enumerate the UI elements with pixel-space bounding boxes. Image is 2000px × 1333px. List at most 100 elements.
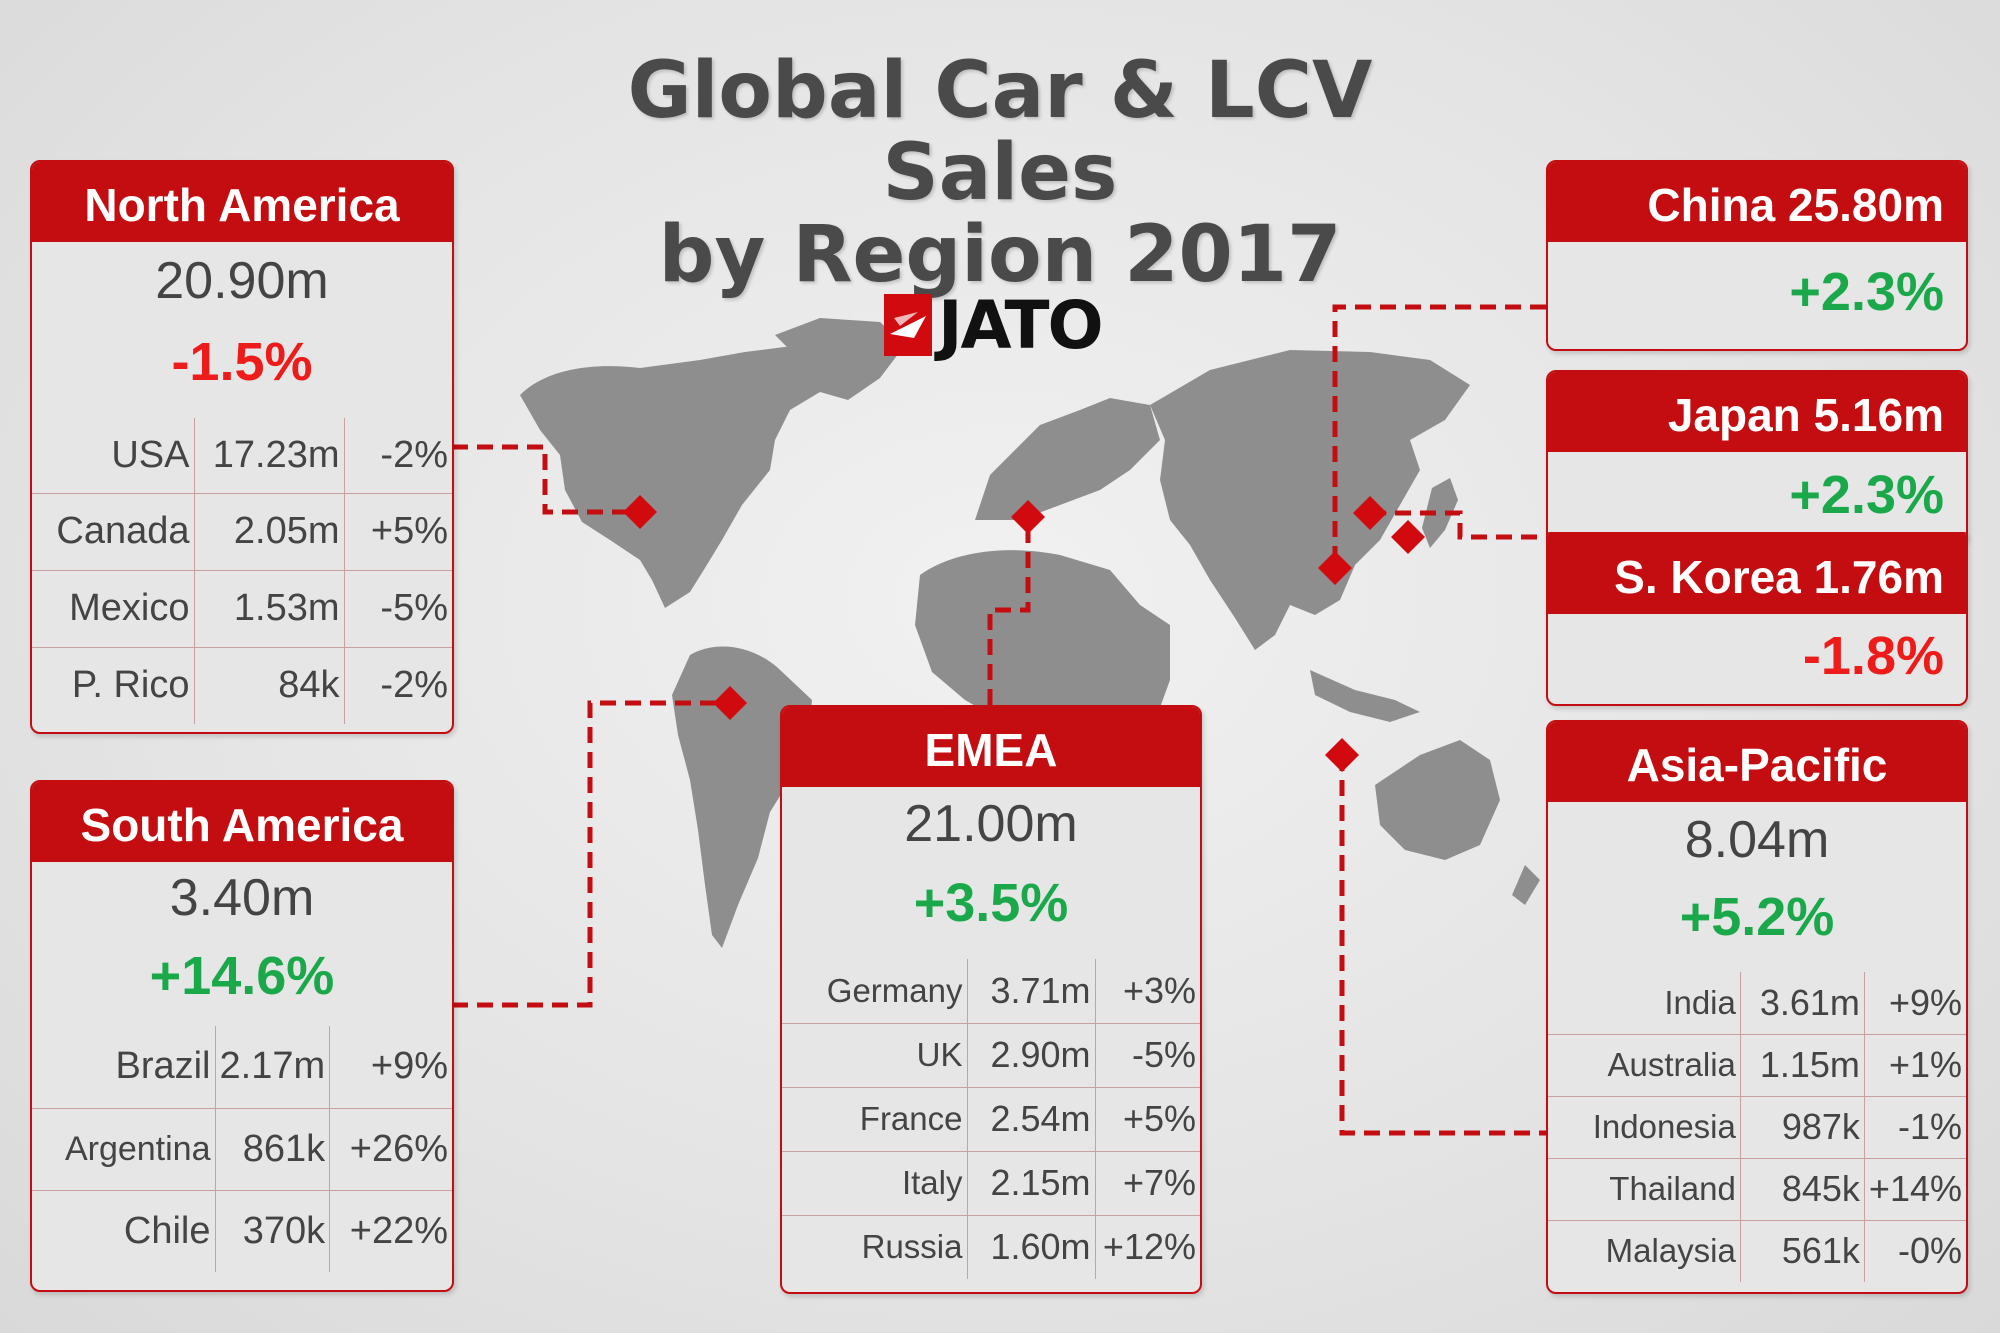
country-table: Germany 3.71m +3% UK 2.90m -5% France 2.54m +5… [782,959,1200,1279]
region-name: North America [32,162,452,242]
region-box-asia-pacific: Asia-Pacific 8.04m +5.2% India 3.61m +9% A… [1546,720,1968,1294]
table-row: Germany 3.71m +3% [782,959,1200,1023]
country-sales: 1.60m [966,1214,1095,1279]
table-row: France 2.54m +5% [782,1086,1200,1151]
map-japan [1422,478,1458,548]
country-name: Australia [1548,1033,1741,1096]
title-line-2: by Region 2017 [658,210,1342,300]
table-row: Chile 370k +22% [32,1189,452,1272]
map-new-zealand [1512,865,1540,905]
map-south-america [672,646,812,948]
region-box-japan: Japan 5.16m +2.3% [1546,370,1968,544]
region-box-south-america: South America 3.40m +14.6% Brazil 2.17m +9… [30,780,454,1292]
region-total: 25.80m [1787,179,1944,231]
country-change: +12% [1094,1214,1200,1279]
country-sales: 1.53m [193,569,344,647]
region-name: China [1647,179,1776,231]
connector-south-america [452,700,730,1008]
table-row: Thailand 845k +14% [1548,1157,1966,1220]
country-sales: 17.23m [193,418,344,493]
country-change: -0% [1863,1219,1966,1282]
region-change: -1.8% [1802,626,1944,686]
country-name: P. Rico [32,646,194,724]
country-sales: 987k [1739,1095,1865,1158]
region-change: +5.2% [1679,887,1835,947]
region-box-s-korea: S. Korea 1.76m -1.8% [1546,532,1968,706]
country-change: -5% [1094,1022,1200,1087]
country-change: -1% [1863,1095,1966,1158]
country-sales: 2.90m [966,1022,1095,1087]
country-change: +9% [1863,972,1966,1034]
table-row: Australia 1.15m +1% [1548,1033,1966,1096]
page-title: Global Car & LCV Sales by Region 2017 [500,50,1500,296]
country-sales: 2.15m [966,1150,1095,1215]
table-row: Russia 1.60m +12% [782,1214,1200,1279]
country-sales: 2.54m [966,1086,1095,1151]
country-name: Indonesia [1548,1095,1741,1158]
region-box-north-america: North America 20.90m -1.5% USA 17.23m -2% … [30,160,454,734]
country-sales: 2.17m [214,1026,330,1108]
country-table: India 3.61m +9% Australia 1.15m +1% Indonesi… [1548,972,1966,1282]
region-total: 5.16m [1813,389,1944,441]
country-name: Malaysia [1548,1219,1741,1282]
country-name: UK [782,1022,967,1087]
table-row: Malaysia 561k -0% [1548,1219,1966,1282]
region-total: 20.90m [155,252,329,310]
country-name: India [1664,983,1736,1021]
connector-japan [1370,510,1546,540]
table-row: India 3.61m +9% [1548,972,1966,1034]
country-table: Brazil 2.17m +9% Argentina 861k +26% Chile 37… [32,1026,452,1272]
region-box-china: China 25.80m +2.3% [1546,160,1968,351]
region-change: +2.3% [1789,465,1944,525]
region-change: +2.3% [1789,262,1944,322]
country-table: USA 17.23m -2% Canada 2.05m +5% Mexico 1.53m -… [32,418,452,724]
marker-south-america [713,686,747,720]
title-line-1: Global Car & LCV Sales [627,46,1373,218]
table-row: Italy 2.15m +7% [782,1150,1200,1215]
country-change: +1% [1863,1033,1966,1096]
table-row: Mexico 1.53m -5% [32,569,452,647]
country-change: +9% [329,1026,452,1108]
country-name: Canada [32,492,194,570]
country-name: Russia [782,1214,967,1279]
country-sales: 3.71m [966,959,1095,1023]
map-north-america [520,345,840,608]
table-row: USA 17.23m -2% [32,418,452,493]
country-sales: 370k [214,1189,330,1272]
region-change: -1.5% [171,332,313,392]
connector-north-america [452,444,640,515]
connector-asia-pacific [1339,755,1546,1136]
jato-logo: JATO [884,287,1104,364]
region-box-emea: EMEA 21.00m +3.5% Germany 3.71m +3% UK 2.90… [780,705,1202,1294]
country-change: +5% [1094,1086,1200,1151]
country-change: +22% [329,1189,452,1272]
region-total: 21.00m [904,795,1078,853]
country-name: USA [111,433,190,476]
region-name: Japan [1667,389,1801,441]
region-name: S. Korea [1614,551,1801,603]
country-change: -2% [343,646,452,724]
country-change: +14% [1863,1157,1966,1220]
map-greenland [775,318,905,400]
country-sales: 1.15m [1739,1033,1865,1096]
marker-s-korea [1391,520,1425,554]
region-change: +3.5% [913,873,1069,933]
country-name: Argentina [32,1107,215,1190]
table-row: P. Rico 84k -2% [32,646,452,724]
region-total: 1.76m [1813,551,1944,603]
region-heading: Japan 5.16m [1548,372,1966,452]
region-heading: S. Korea 1.76m [1548,534,1966,614]
table-row: Canada 2.05m +5% [32,492,452,570]
country-change: +26% [329,1107,452,1190]
marker-north-america [623,495,657,529]
connector-emea [987,517,1031,705]
table-row: Argentina 861k +26% [32,1107,452,1190]
logo-text: JATO [938,286,1104,364]
map-asia [1150,350,1470,650]
map-europe [975,398,1160,520]
country-sales: 2.05m [193,492,344,570]
region-total: 8.04m [1684,811,1830,869]
marker-japan [1353,496,1387,530]
country-sales: 861k [214,1107,330,1190]
